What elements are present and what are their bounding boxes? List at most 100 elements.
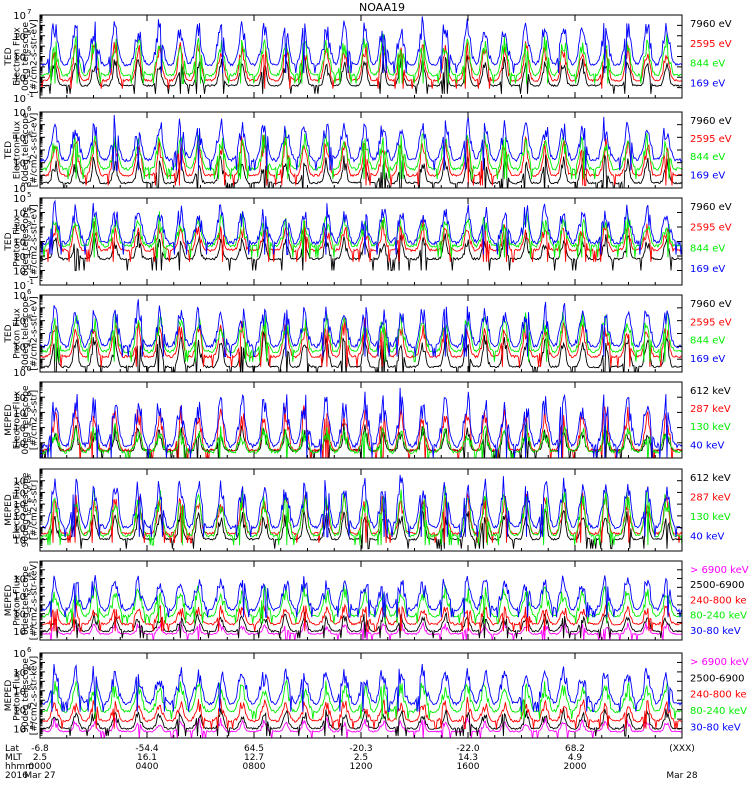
x-tick-value: 0800 (243, 762, 266, 772)
series-line (40, 32, 682, 84)
y-tick-label: 10 (13, 11, 26, 22)
y-label-line: 90deg telescope (21, 658, 31, 733)
series-line (40, 486, 682, 546)
x-tick-value: 4.9 (568, 753, 583, 763)
y-tick-label: 10 (13, 133, 26, 144)
legend-entry: 169 eV (690, 78, 725, 89)
series-line (40, 575, 682, 618)
x-row-label: MLT (5, 753, 23, 763)
x-tick-value: 2.5 (33, 753, 47, 763)
y-tick-exponent: 0 (27, 365, 31, 373)
y-tick-label: 10 (13, 73, 26, 84)
y-label-line: Proton Flux (13, 670, 23, 721)
series-line (40, 16, 682, 74)
legend-entry: 844 eV (690, 152, 725, 163)
legend-entry: 130 keV (690, 512, 731, 523)
y-tick-exponent: -1 (27, 91, 34, 99)
y-label-line: TED (4, 141, 14, 160)
y-tick-exponent: 5 (27, 191, 31, 199)
plot-area (40, 575, 682, 640)
y-label-line: 30deg telescope (21, 112, 31, 187)
y-tick-exponent: -1 (27, 278, 34, 286)
series-line (40, 602, 682, 632)
x-tick-value: -20.3 (349, 744, 372, 754)
y-label-line: 90deg telescope (21, 472, 31, 547)
y-tick-label: 10 (13, 32, 26, 43)
y-label-line: [#/cm2-s-str-eV] (30, 113, 40, 188)
series-line (40, 312, 682, 363)
y-tick-exponent: 2 (27, 339, 31, 347)
legend-entry: 2500-6900 (690, 673, 745, 684)
y-tick-label: 10 (13, 53, 26, 64)
y-tick-exponent: 2 (27, 684, 31, 692)
y-tick-exponent: 6 (27, 288, 32, 296)
y-label-line: TED (4, 47, 14, 66)
x-tick-value: -54.4 (135, 744, 159, 754)
y-tick-label: 10 (13, 424, 26, 435)
x-tick-value: 0000 (29, 762, 52, 772)
y-label-line: [#/cm2-s-str-eV] (30, 204, 40, 279)
series-line (40, 584, 682, 624)
x-tick-value: 16.1 (137, 753, 157, 763)
y-tick-exponent: 4 (27, 665, 32, 673)
y-label-line: 0deg telescope (21, 22, 31, 92)
y-label-line: Electron Flux (13, 480, 23, 539)
x-tick-value: 12.7 (244, 753, 264, 763)
series-line (40, 663, 682, 713)
y-tick-exponent: 4 (27, 206, 32, 214)
plot-area (40, 474, 682, 550)
legend-entry: 2595 eV (690, 39, 732, 50)
y-tick-label: 10 (13, 535, 26, 546)
y-label-line: MEPED (4, 680, 14, 712)
y-tick-exponent: 4 (27, 497, 32, 505)
y-tick-exponent: 5 (27, 29, 31, 37)
y-tick-label: 10 (13, 342, 26, 353)
y-label-line: 0deg telescope (21, 566, 31, 636)
legend-entry: 169 eV (690, 264, 725, 275)
y-label-line: [#/cm2-s-str-keV] (30, 561, 40, 640)
legend-entry: 169 eV (690, 354, 725, 365)
chart-title: NOAA19 (359, 1, 405, 14)
y-tick-exponent: 6 (27, 646, 32, 654)
y-tick-label: 10 (13, 252, 26, 263)
y-tick-exponent: 3 (27, 220, 31, 228)
y-tick-exponent: 2 (27, 589, 31, 597)
y-tick-exponent: 6 (27, 474, 32, 482)
legend-entry: 7960 eV (690, 202, 732, 213)
y-tick-exponent: 3 (27, 436, 31, 444)
y-tick-exponent: 5 (27, 485, 31, 493)
x-tick-value: 1600 (457, 762, 480, 772)
legend-entry: 844 eV (690, 59, 725, 70)
plot-area (40, 299, 682, 372)
legend-entry: 240-800 ke (690, 690, 747, 701)
y-tick-exponent: -2 (27, 722, 34, 730)
x-row-label: Lat (5, 744, 20, 754)
legend-entry: 169 eV (690, 170, 725, 181)
x-tick-value: 2000 (564, 762, 587, 772)
x-tick-value: 2.5 (354, 753, 368, 763)
legend-entry: 844 eV (690, 243, 725, 254)
y-tick-label: 10 (13, 159, 26, 170)
y-label-line: [#/cm2-s-str-eV] (30, 296, 40, 371)
y-tick-exponent: 4 (27, 314, 32, 322)
series-line (40, 231, 682, 271)
legend-entry: 2595 eV (690, 134, 732, 145)
y-label-line: [#/cm2-s-str-keV] (30, 656, 40, 735)
y-tick-exponent: 4 (27, 572, 32, 580)
y-label-line: MEPED (4, 585, 14, 617)
y-label-line: 0deg telescope (21, 207, 31, 277)
y-tick-exponent: -2 (27, 624, 34, 632)
y-label-line: TED (4, 232, 14, 251)
